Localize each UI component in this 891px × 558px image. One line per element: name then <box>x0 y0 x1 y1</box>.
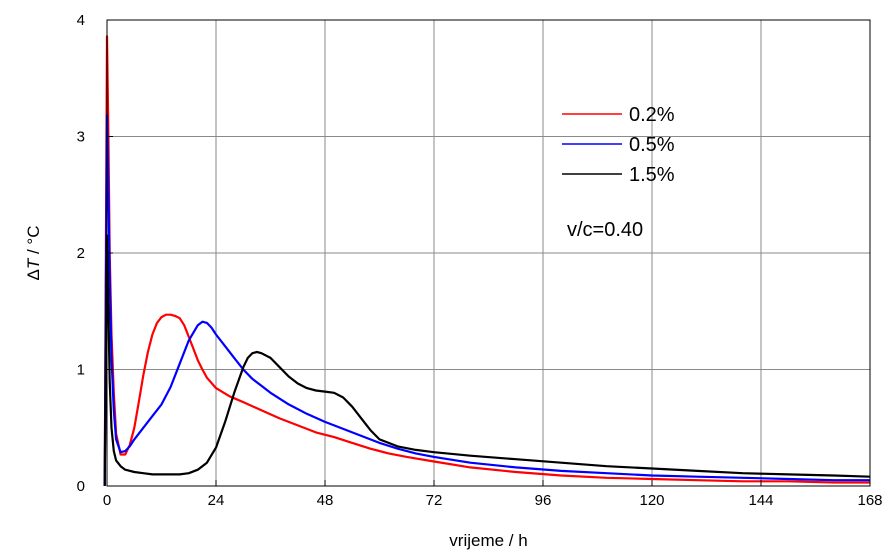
legend: 0.2% 0.5% 1.5% <box>562 104 675 186</box>
annotation-vc-ratio: v/c=0.40 <box>567 219 643 241</box>
legend-label-0: 0.2% <box>629 104 675 126</box>
y-axis-title: ΔT / °C <box>24 226 43 281</box>
x-tick-label: 96 <box>535 492 552 509</box>
x-tick-label: 72 <box>426 492 443 509</box>
y-tick-label: 3 <box>77 129 85 146</box>
series-line-1 <box>103 114 870 487</box>
x-tick-label: 48 <box>317 492 334 509</box>
y-axis-title-unit: / °C <box>24 226 43 259</box>
x-tick-label: 24 <box>208 492 225 509</box>
axis-ticks: 0 24 48 72 96 120 144 168 0 1 2 3 4 <box>77 12 883 509</box>
x-axis-title: vrijeme / h <box>449 531 527 550</box>
y-axis-title-delta: Δ <box>24 269 43 280</box>
x-tick-label: 144 <box>748 492 773 509</box>
legend-label-2: 1.5% <box>629 164 675 186</box>
legend-label-1: 0.5% <box>629 134 675 156</box>
y-tick-label: 2 <box>77 245 85 262</box>
x-tick-label: 168 <box>857 492 882 509</box>
x-tick-label: 120 <box>639 492 664 509</box>
grid <box>107 20 870 486</box>
series-line-2 <box>103 234 871 487</box>
y-tick-label: 1 <box>77 362 85 379</box>
y-axis-title-var: T <box>24 257 43 269</box>
series-lines <box>103 35 871 487</box>
series-line-0 <box>103 35 870 487</box>
y-tick-label: 0 <box>77 478 85 495</box>
y-tick-label: 4 <box>77 12 85 29</box>
x-tick-label: 0 <box>103 492 111 509</box>
